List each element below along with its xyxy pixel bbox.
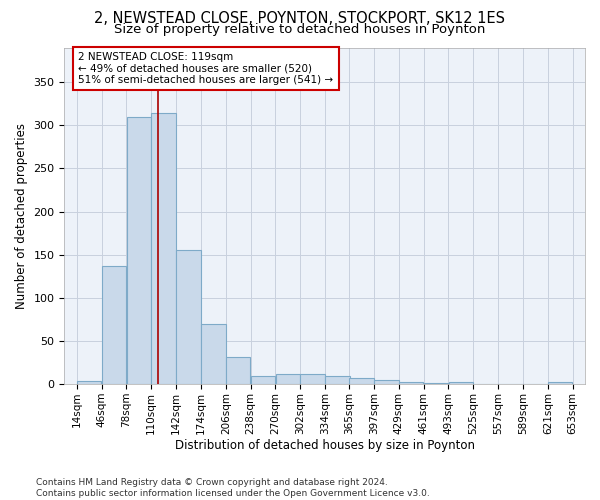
Bar [251, 376, 275, 384]
Bar [374, 380, 398, 384]
Bar [399, 382, 424, 384]
Bar [201, 324, 226, 384]
Bar [102, 266, 126, 384]
Bar [548, 382, 572, 384]
Y-axis label: Number of detached properties: Number of detached properties [15, 123, 28, 309]
Bar [349, 378, 374, 384]
Text: Contains HM Land Registry data © Crown copyright and database right 2024.
Contai: Contains HM Land Registry data © Crown c… [36, 478, 430, 498]
Text: 2 NEWSTEAD CLOSE: 119sqm
← 49% of detached houses are smaller (520)
51% of semi-: 2 NEWSTEAD CLOSE: 119sqm ← 49% of detach… [79, 52, 334, 85]
Bar [301, 374, 325, 384]
Bar [176, 250, 201, 384]
X-axis label: Distribution of detached houses by size in Poynton: Distribution of detached houses by size … [175, 440, 475, 452]
Text: Size of property relative to detached houses in Poynton: Size of property relative to detached ho… [115, 22, 485, 36]
Bar [77, 380, 101, 384]
Text: 2, NEWSTEAD CLOSE, POYNTON, STOCKPORT, SK12 1ES: 2, NEWSTEAD CLOSE, POYNTON, STOCKPORT, S… [95, 11, 505, 26]
Bar [275, 374, 300, 384]
Bar [151, 113, 176, 384]
Bar [449, 382, 473, 384]
Bar [127, 116, 151, 384]
Bar [325, 376, 350, 384]
Bar [226, 356, 250, 384]
